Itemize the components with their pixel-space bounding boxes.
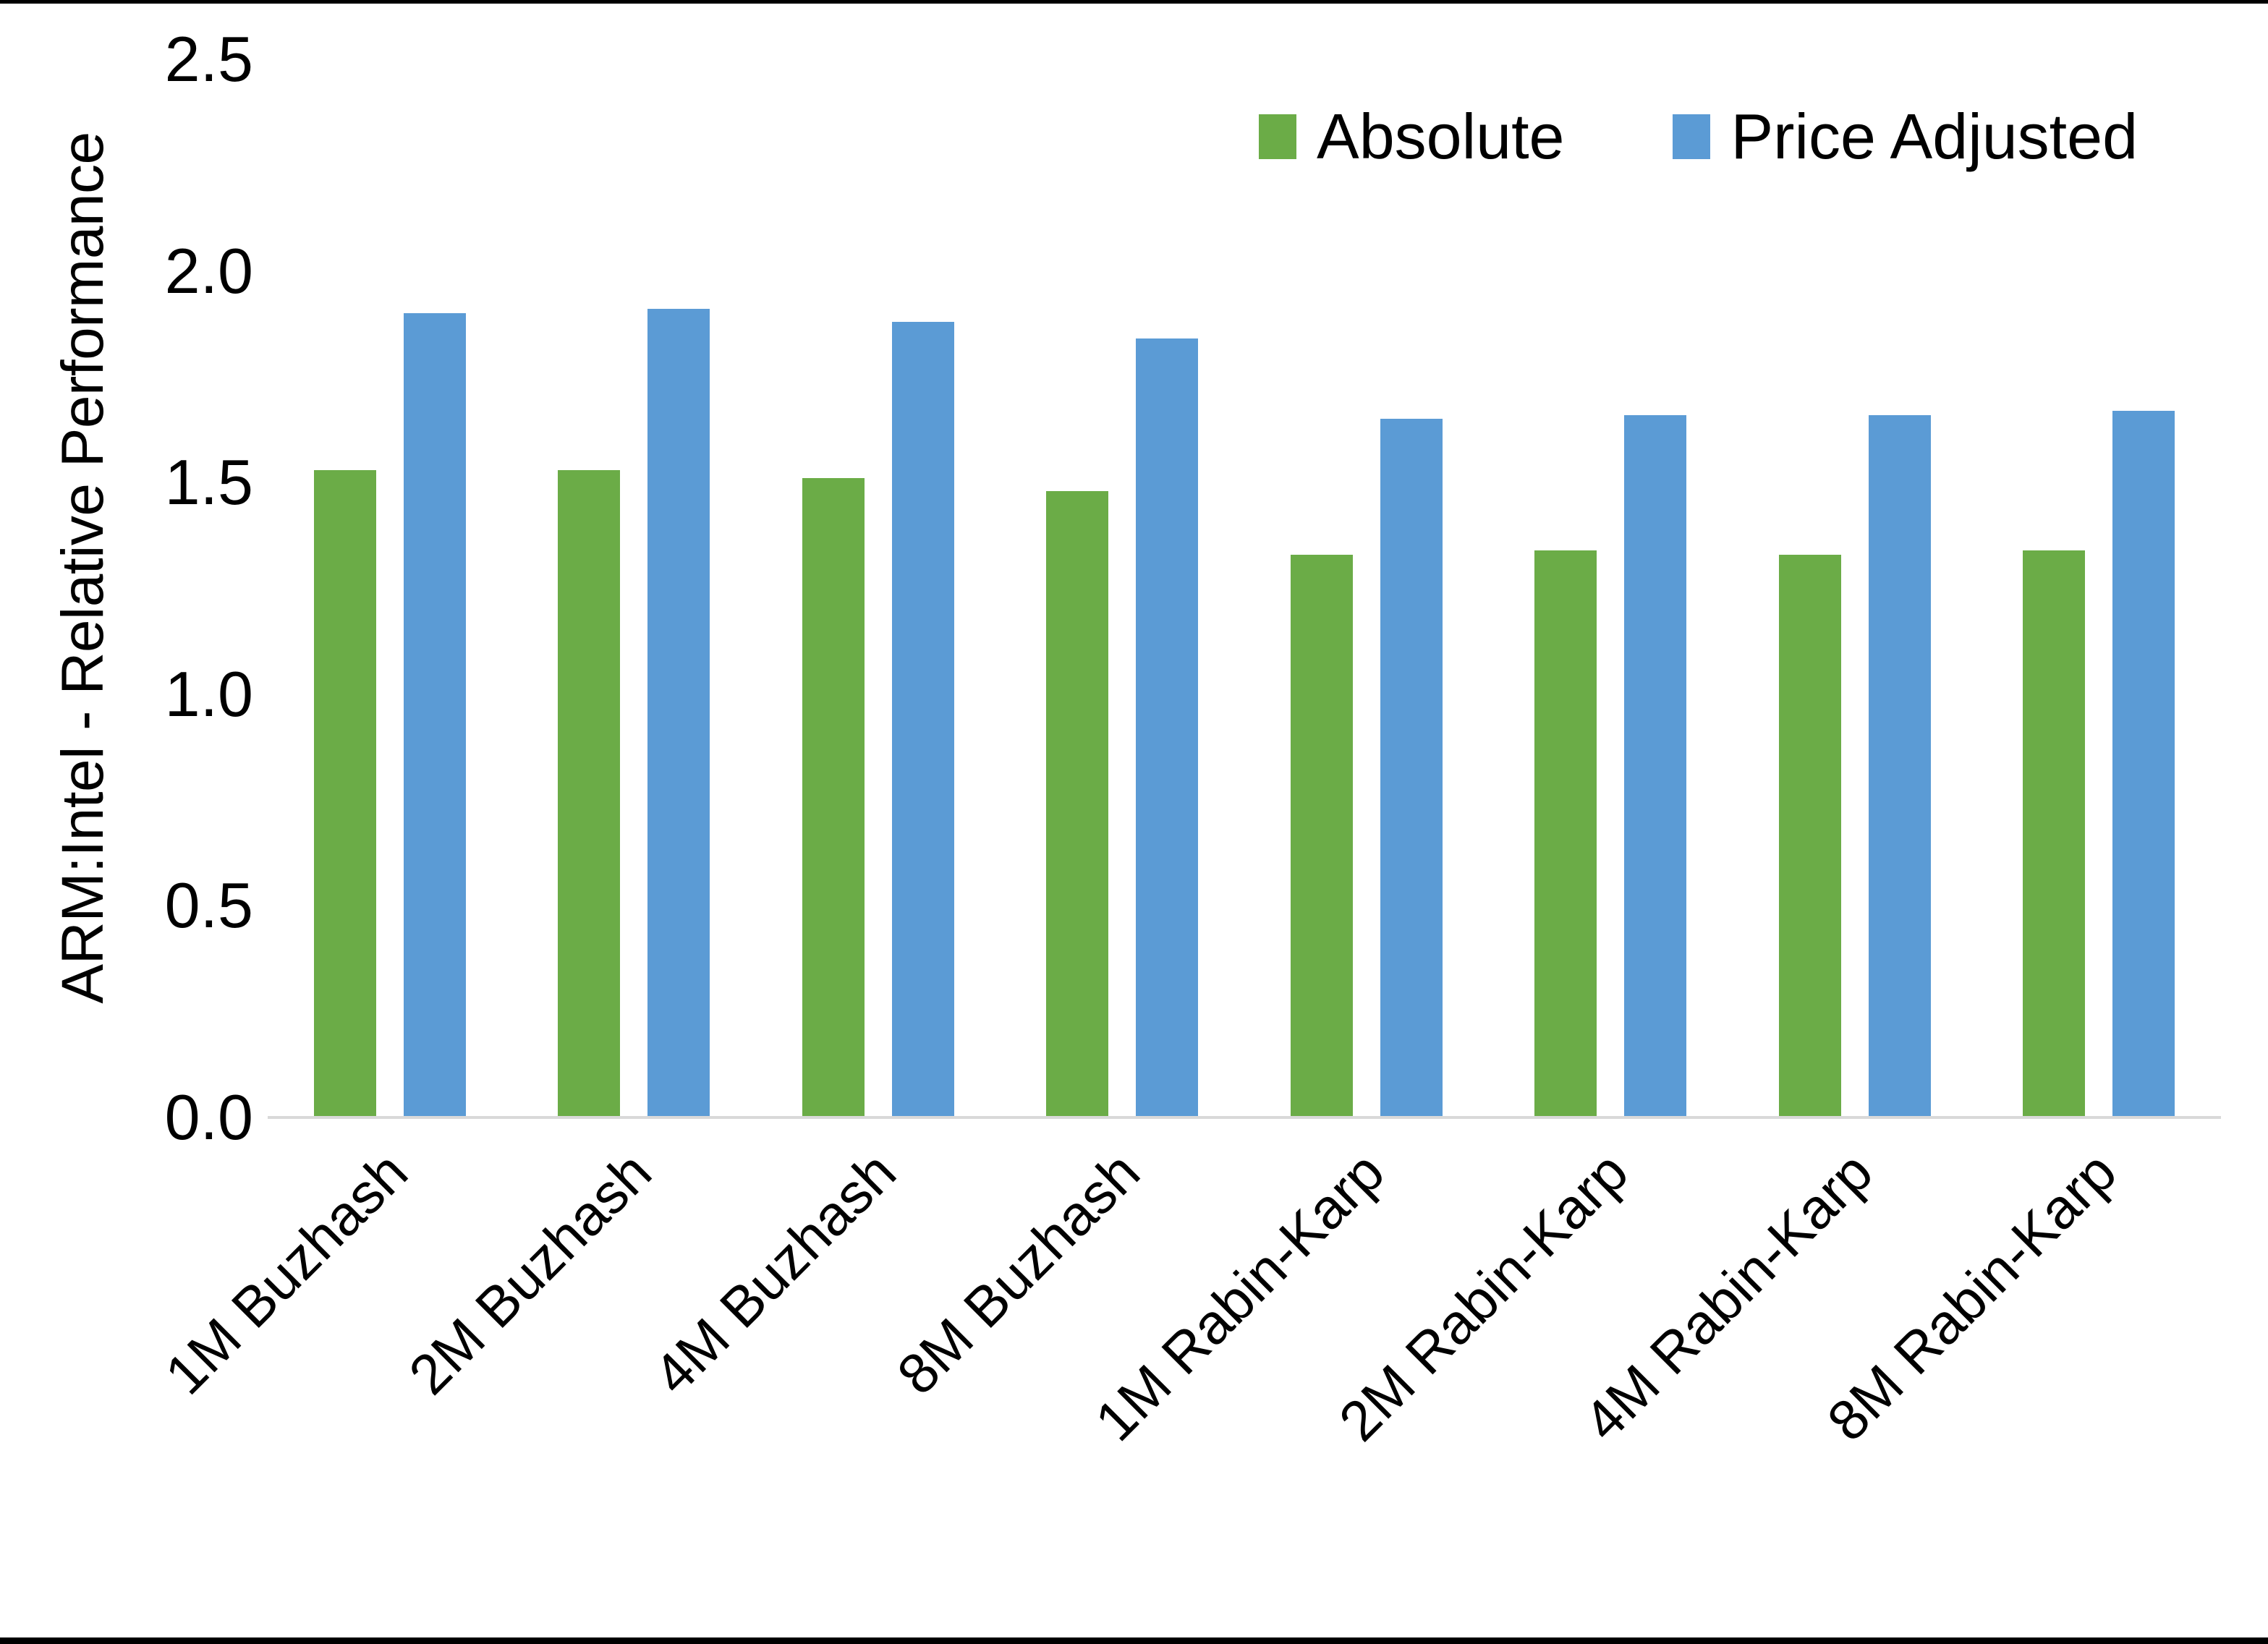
bar-price-adjusted[interactable]: [1868, 414, 1931, 1117]
bar-absolute[interactable]: [2023, 550, 2086, 1117]
legend-label-price-adjusted: Price Adjusted: [1730, 101, 2139, 172]
bar-absolute[interactable]: [558, 469, 621, 1117]
bar-groups: [268, 59, 2221, 1117]
bar-absolute[interactable]: [1778, 554, 1841, 1117]
bar-price-adjusted[interactable]: [891, 321, 954, 1117]
x-axis-tick-labels: 1M Buzhash 2M Buzhash 4M Buzhash 8M Buzhash…: [153, 1123, 2222, 1586]
x-axis-tick-cell: 8M Rabin-Karp: [1815, 1123, 2222, 1586]
bar-group: [1489, 59, 1733, 1117]
bar-price-adjusted[interactable]: [647, 309, 710, 1117]
y-axis-tick-labels: 0.0 0.5 1.0 1.5 2.0 2.5: [58, 27, 253, 1149]
bar-price-adjusted[interactable]: [1624, 414, 1687, 1117]
y-axis-tick-label: 1.0: [164, 657, 253, 730]
x-axis-tick-label-text: 1M Buzhash: [152, 1139, 420, 1407]
bar-absolute[interactable]: [802, 478, 865, 1117]
legend-item-price-adjusted[interactable]: Price Adjusted: [1673, 105, 2138, 169]
bar-price-adjusted[interactable]: [403, 313, 466, 1117]
bar-group: [1977, 59, 2222, 1117]
bar-group: [1244, 59, 1489, 1117]
legend-swatch-absolute: [1259, 114, 1296, 159]
bar-group: [756, 59, 1001, 1117]
y-axis-tick-label: 0.0: [164, 1081, 253, 1153]
bar-absolute[interactable]: [1046, 490, 1109, 1117]
y-axis-tick-label: 0.5: [164, 869, 253, 942]
bar-group: [512, 59, 757, 1117]
bar-group: [1001, 59, 1245, 1117]
bar-price-adjusted[interactable]: [1136, 338, 1199, 1117]
bar-absolute[interactable]: [1534, 550, 1597, 1117]
y-axis-tick-label: 1.5: [164, 446, 253, 519]
bar-price-adjusted[interactable]: [2112, 410, 2175, 1117]
bar-absolute[interactable]: [313, 469, 376, 1117]
legend-item-absolute[interactable]: Absolute: [1259, 105, 1564, 169]
chart-legend: Absolute Price Adjusted: [1259, 105, 2138, 169]
legend-swatch-price-adjusted: [1673, 114, 1711, 159]
plot-area: [268, 59, 2221, 1117]
bar-group: [268, 59, 512, 1117]
bar-absolute[interactable]: [1290, 554, 1353, 1117]
x-axis-line: [268, 1116, 2221, 1119]
bar-price-adjusted[interactable]: [1380, 419, 1443, 1117]
y-axis-tick-label: 2.0: [164, 234, 253, 307]
bar-group: [1733, 59, 1977, 1117]
legend-label-absolute: Absolute: [1317, 101, 1565, 172]
y-axis-tick-label: 2.5: [164, 23, 253, 95]
